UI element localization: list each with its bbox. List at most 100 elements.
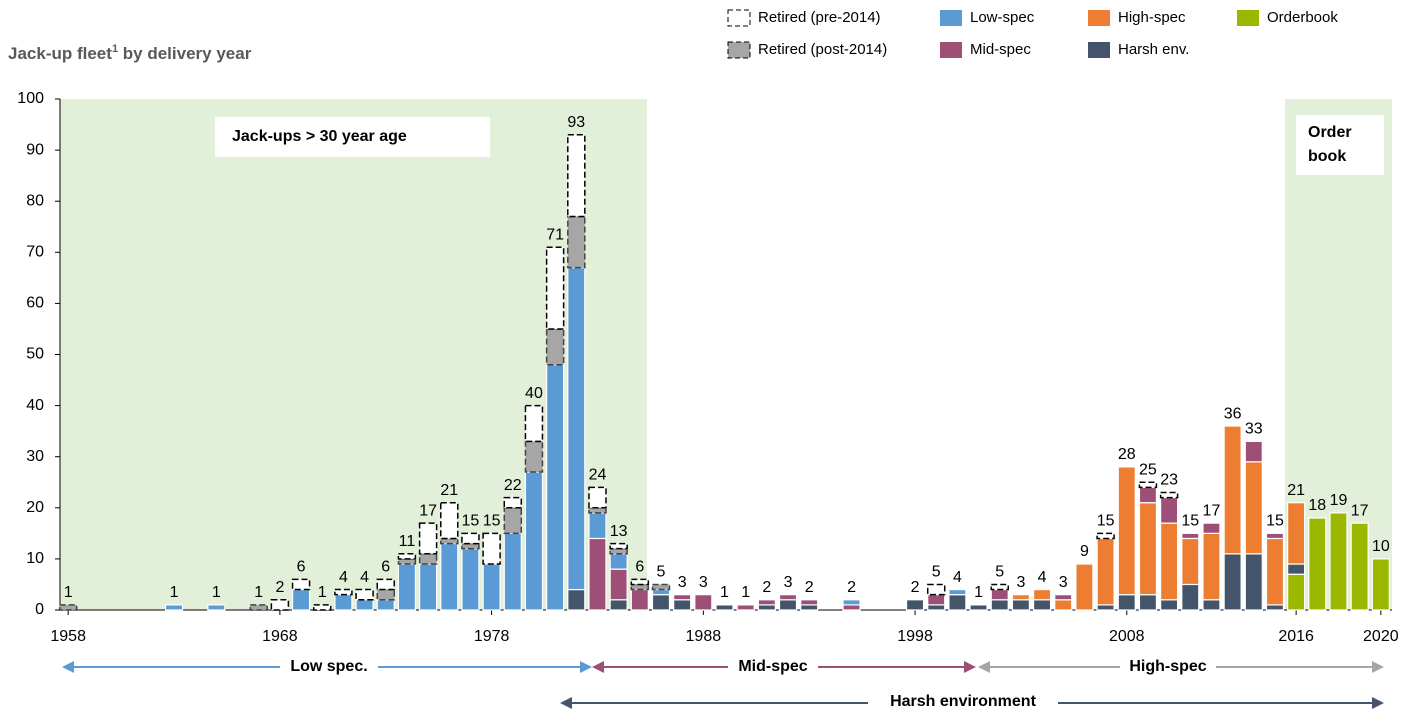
bar-segment [800,604,819,611]
bar-segment [715,604,734,611]
bar-segment [503,496,523,509]
bar-segment [1096,604,1115,611]
bar-segment [397,563,417,611]
x-tick-label: 1968 [262,628,298,645]
bar-segment [926,583,946,596]
bar-segment [1265,604,1285,611]
y-tick-label: 10 [26,550,44,567]
annotation: book [1308,148,1346,165]
bar-segment [418,563,438,611]
data-label: 3 [699,574,708,591]
bar-segment [1032,599,1052,611]
span-label: High-spec [1129,658,1206,675]
arrowhead [1372,697,1384,709]
bar-segment [630,583,650,591]
data-label: 1 [720,584,729,601]
bar-segment [546,364,565,611]
bar-segment [948,588,967,596]
bar-segment [588,537,607,611]
legend-label: Harsh env. [1118,41,1189,58]
bar-segment [270,599,290,611]
bar-segment [1160,522,1179,601]
label-bg [868,692,1058,713]
bar-segment [312,604,332,611]
bar-segment [948,594,967,611]
bar-segment [651,588,671,596]
legend-label: Retired (post-2014) [758,41,887,58]
bar-segment [609,542,628,550]
data-label: 5 [657,564,666,581]
bar-segment [800,599,819,606]
annotation-box [215,117,490,157]
legend-label: High-spec [1118,9,1186,26]
x-tick-label: 1978 [474,628,510,645]
bar-segment [757,604,776,611]
bar-segment [969,604,988,611]
bar-segment [291,578,311,591]
bar-segment [630,588,649,611]
bar-segment [334,588,353,596]
y-tick-label: 80 [26,192,44,209]
bar-segment [440,501,459,540]
bar-segment [1160,496,1179,524]
bar-segment [778,594,798,601]
label-bg [1120,656,1216,678]
bar-segment [1181,583,1200,611]
data-label: 17 [1351,502,1369,519]
bar-segment [673,599,692,611]
y-tick-label: 60 [26,295,44,312]
data-label: 6 [635,559,644,576]
data-label: 15 [483,513,501,530]
bar-segment [1160,599,1179,611]
bar-segment [1244,440,1263,463]
data-label: 4 [953,569,962,586]
bar-segment [609,553,628,570]
y-tick-label: 100 [17,90,44,107]
data-label: 13 [610,523,628,540]
bar-segment [842,599,861,606]
bar-segment [1159,491,1179,499]
bar-segment [545,328,565,366]
data-label: 4 [339,569,348,586]
arrowhead [964,661,976,673]
data-label: 71 [546,226,564,243]
arrowhead [62,661,74,673]
data-label: 1 [64,584,73,601]
x-tick-label: 2008 [1109,628,1145,645]
bar-segment [567,267,586,591]
data-label: 28 [1118,446,1136,463]
bar-segment [440,537,459,545]
bar-segment [482,563,501,611]
bar-segment [1054,599,1073,611]
bar-segment [291,588,311,611]
bar-segment [164,604,184,611]
bar-segment [482,532,501,565]
bar-segment [355,588,374,601]
data-label: 3 [1016,574,1025,591]
bar-segment [990,588,1009,601]
data-label: 15 [1181,513,1199,530]
data-label: 5 [995,564,1004,581]
bar-segment [567,134,586,218]
bar-segment [1075,563,1094,611]
data-label: 15 [1266,513,1284,530]
legend-swatch [727,9,751,27]
bar-segment [397,553,417,560]
bar-segment [905,599,925,611]
data-label: 1 [254,584,263,601]
bar-segment [927,594,946,606]
bar-segment [927,604,946,611]
bar-segment [1138,486,1158,504]
data-label: 1 [212,584,221,601]
bar-segment [503,507,523,535]
bar-segment [609,599,628,611]
bar-segment [524,471,544,611]
title-note: 1 [112,43,118,55]
bar-segment [524,440,544,473]
data-label: 19 [1330,492,1348,509]
y-tick-label: 40 [26,397,44,414]
bar-segment [524,404,544,443]
label-bg [728,656,818,678]
arrowhead [978,661,990,673]
